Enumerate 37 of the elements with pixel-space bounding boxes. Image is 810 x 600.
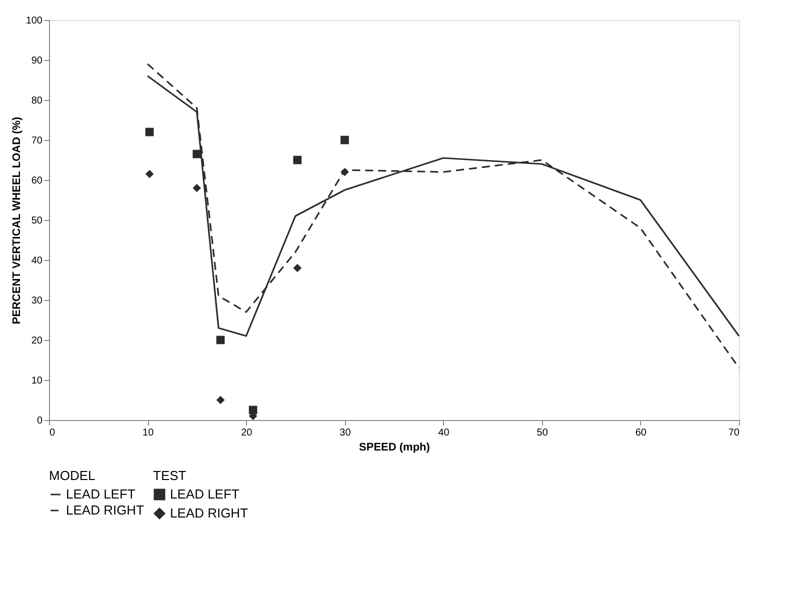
y-tick-label: 70 xyxy=(31,136,43,146)
x-tick-label: 30 xyxy=(340,428,352,438)
point xyxy=(192,184,202,192)
point xyxy=(216,396,225,404)
x-axis-title: SPEED (mph) xyxy=(359,442,430,454)
legend-label: LEAD LEFT xyxy=(170,486,240,502)
y-tick-label: 20 xyxy=(31,336,43,346)
y-tick-label: 100 xyxy=(26,16,43,26)
x-tick-label: 50 xyxy=(536,428,548,438)
y-tick-label: 40 xyxy=(31,256,43,266)
point xyxy=(340,136,349,144)
y-tick-label: 10 xyxy=(31,376,43,386)
y-tick-label: 50 xyxy=(31,216,43,226)
y-tick-label: 30 xyxy=(31,296,43,306)
y-tick-label: 60 xyxy=(31,176,43,186)
legend-label: LEAD LEFT xyxy=(66,486,136,502)
legend-label: LEAD RIGHT xyxy=(66,502,144,518)
point xyxy=(340,168,349,176)
point xyxy=(145,170,154,178)
x-tick-label: 10 xyxy=(142,428,154,438)
text: TEST xyxy=(153,468,186,483)
point xyxy=(293,264,302,272)
point xyxy=(293,156,302,164)
text: MODEL xyxy=(49,468,96,483)
y-tick-label: 0 xyxy=(36,416,43,426)
point xyxy=(145,128,154,136)
x-tick-label: 0 xyxy=(50,428,56,438)
legend-label: LEAD RIGHT xyxy=(170,506,248,520)
x-tick-label: 20 xyxy=(241,428,253,438)
x-tick-label: 40 xyxy=(438,428,450,438)
y-axis-title: PERCENT VERTICAL WHEEL LOAD (%) xyxy=(10,116,23,324)
x-tick-label: 70 xyxy=(728,428,740,438)
point xyxy=(216,336,225,344)
y-tick-label: 80 xyxy=(31,96,43,106)
x-tick-label: 60 xyxy=(635,428,647,438)
y-tick-label: 90 xyxy=(31,56,43,66)
point xyxy=(192,150,202,158)
